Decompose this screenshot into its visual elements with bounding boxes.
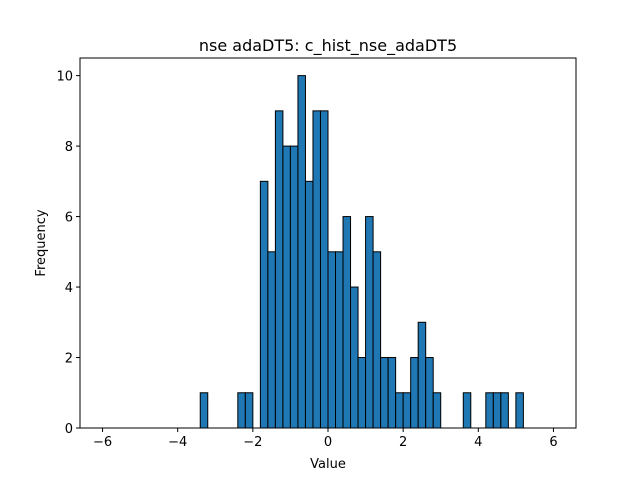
x-tick-label: −2 — [243, 435, 262, 450]
histogram-bar — [335, 251, 344, 429]
y-tick-label: 6 — [65, 211, 73, 226]
histogram-bar — [312, 110, 321, 429]
histogram-bar — [485, 392, 494, 429]
histogram-bar — [327, 251, 337, 429]
histogram-bar — [342, 216, 352, 429]
y-tick-label: 0 — [65, 422, 73, 437]
x-tick-label: 0 — [324, 435, 332, 450]
histogram-bar — [282, 145, 291, 429]
histogram-bar — [244, 392, 254, 429]
histogram-bar — [297, 75, 306, 429]
y-axis-title: Frequency — [34, 209, 49, 276]
histogram-bar — [462, 392, 472, 429]
histogram-bar — [432, 392, 442, 429]
histogram-bar — [425, 357, 434, 429]
histogram-bar — [410, 357, 419, 429]
histogram-bar — [365, 216, 374, 429]
histogram-bar — [492, 392, 502, 429]
x-tick-label: 2 — [399, 435, 407, 450]
histogram-bar — [350, 286, 359, 429]
histogram-bar — [274, 110, 284, 429]
histogram-bar — [357, 357, 367, 429]
x-tick-label: 4 — [474, 435, 482, 450]
x-axis-title: Value — [310, 457, 346, 472]
histogram-bar — [515, 392, 524, 429]
x-tick-label: −6 — [93, 435, 112, 450]
histogram-bar — [500, 392, 509, 429]
y-tick-label: 8 — [65, 140, 73, 155]
histogram-bar — [380, 357, 389, 429]
y-tick-label: 2 — [65, 352, 73, 367]
y-tick-label: 10 — [56, 70, 73, 85]
histogram-bar — [289, 145, 299, 429]
histogram-bar — [199, 392, 209, 429]
histogram-bar — [417, 321, 427, 429]
histogram-bar — [395, 392, 404, 429]
histogram-bar — [402, 392, 412, 429]
y-axis-ticks: 0 2 4 6 8 10 — [56, 70, 80, 437]
histogram-bar — [304, 180, 314, 429]
histogram-bar — [387, 357, 397, 429]
x-axis-ticks: −6 −4 −2 0 2 4 6 — [93, 428, 558, 450]
x-tick-label: −4 — [168, 435, 187, 450]
histogram-bar — [319, 110, 329, 429]
x-tick-label: 6 — [549, 435, 557, 450]
histogram-bar — [372, 251, 382, 429]
plot-frame — [79, 57, 577, 429]
y-tick-label: 4 — [65, 281, 73, 296]
chart-title: nse adaDT5: c_hist_nse_adaDT5 — [199, 36, 457, 56]
histogram-bar — [259, 180, 269, 429]
histogram-bar — [237, 392, 246, 429]
histogram-bar — [267, 251, 276, 429]
